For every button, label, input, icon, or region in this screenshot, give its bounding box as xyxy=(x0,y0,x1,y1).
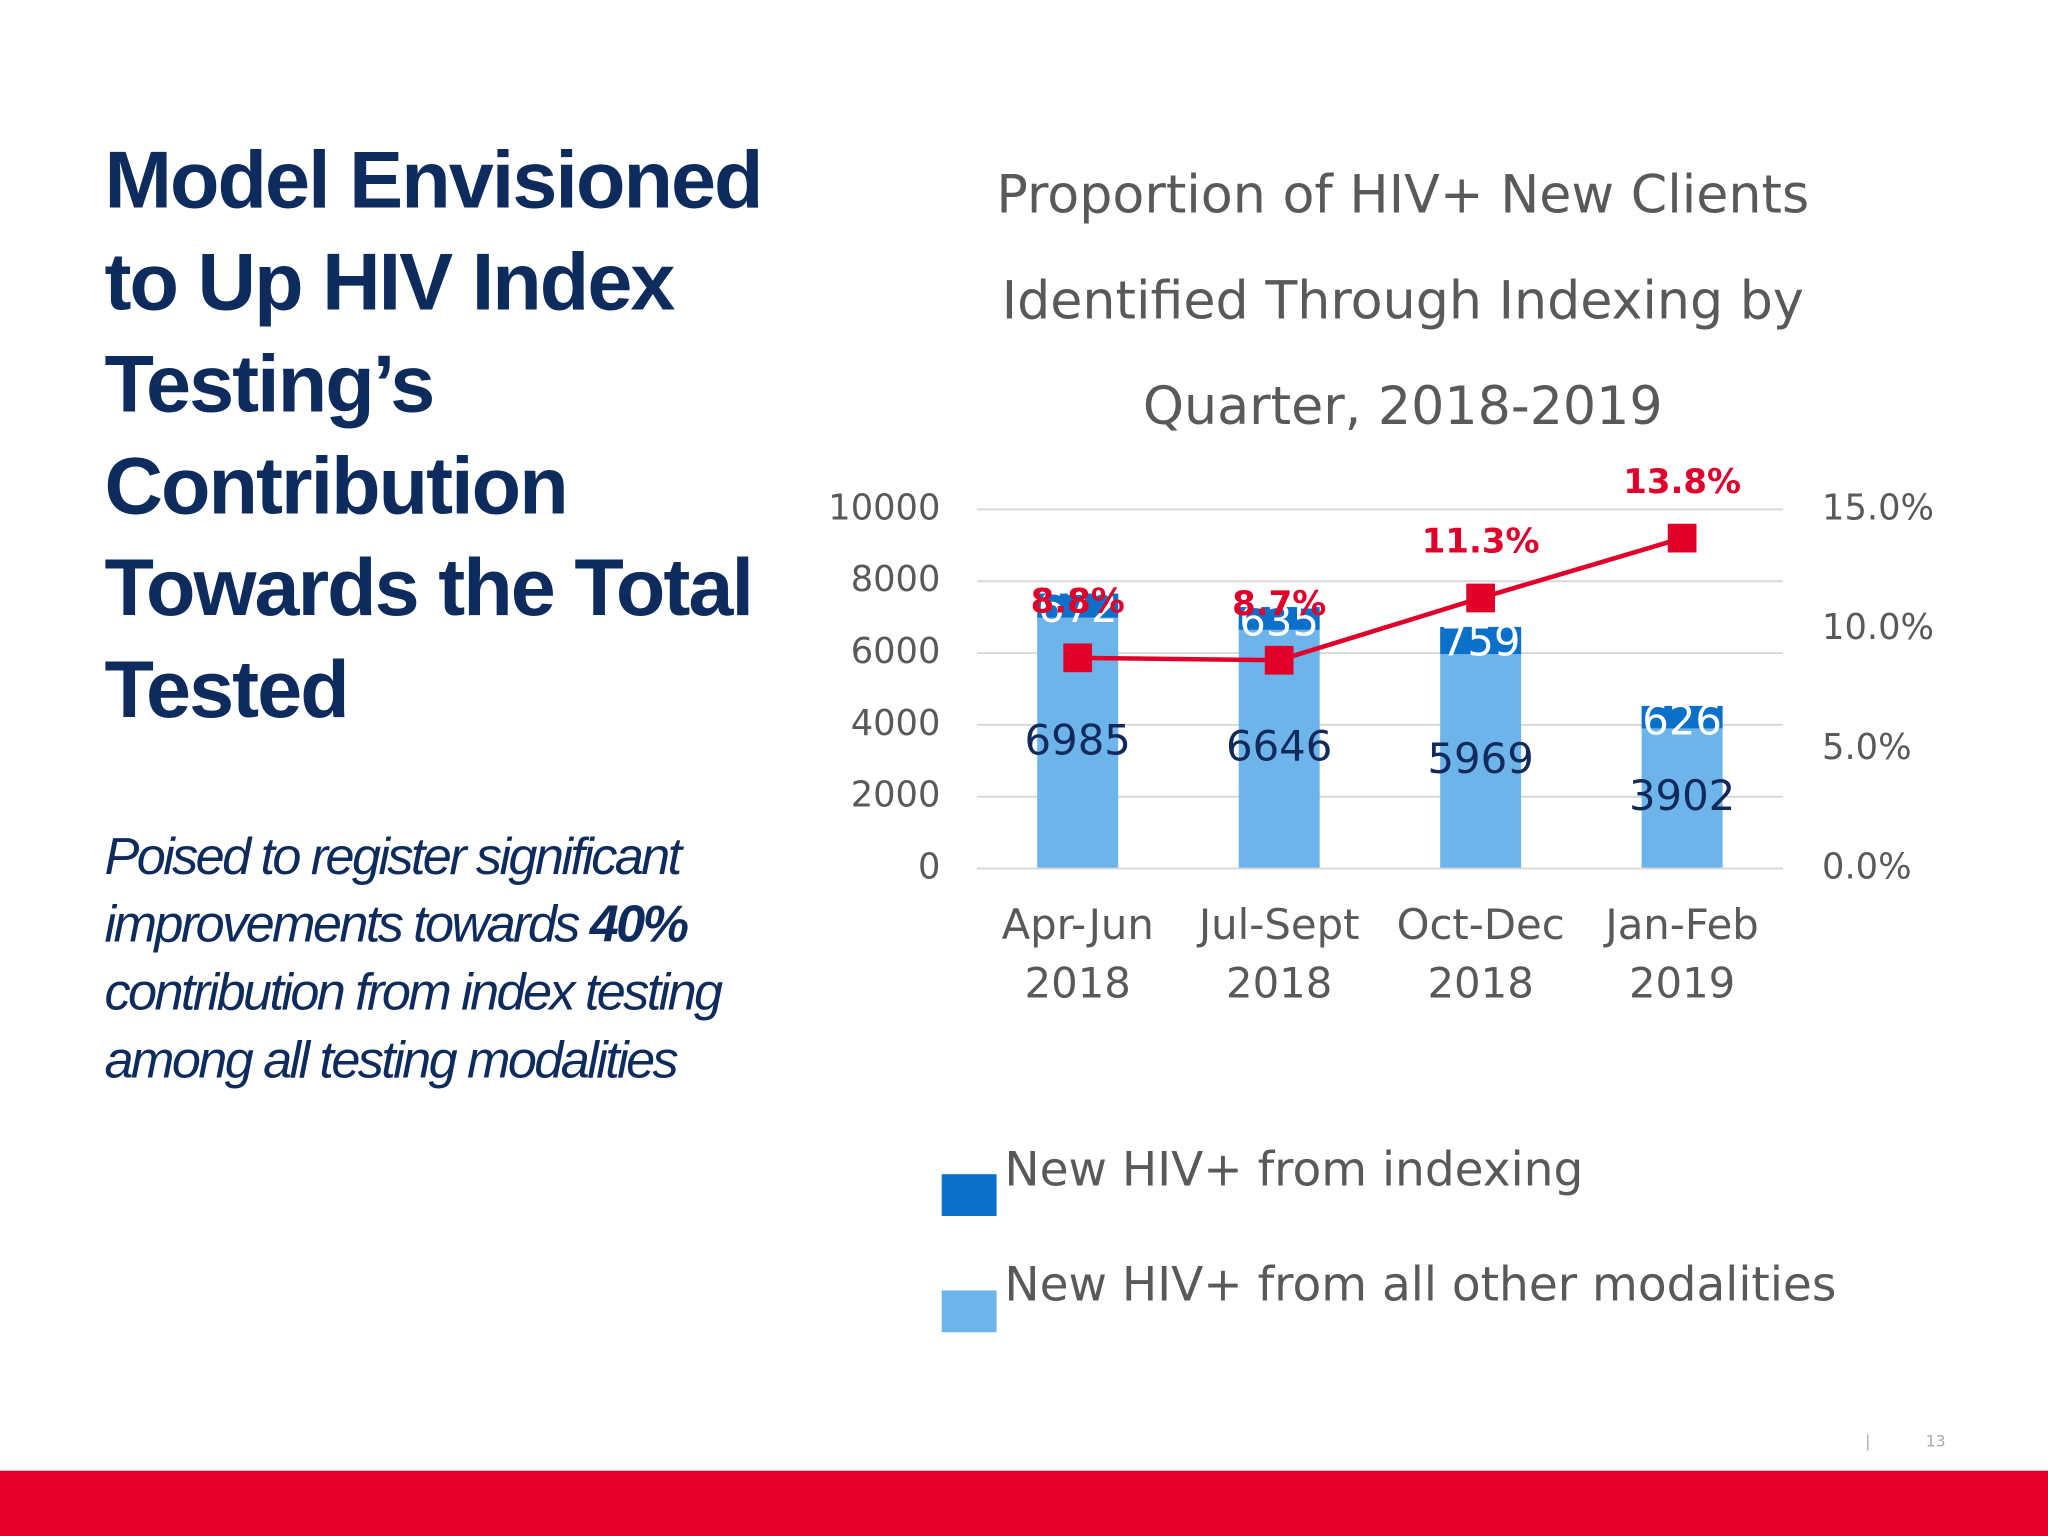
body-text: Poised to register significant improveme… xyxy=(104,828,682,954)
bar xyxy=(1238,607,1320,630)
x-tick-label: Jul-Sept xyxy=(1196,900,1360,949)
data-label: 6646 xyxy=(1226,722,1332,771)
legend-label: New HIV+ from all other modalities xyxy=(1004,1257,1836,1312)
y-tick-label: 0 xyxy=(918,847,940,888)
data-label: 672 xyxy=(1038,583,1118,632)
separator: | xyxy=(1865,1431,1870,1450)
x-tick-label: 2019 xyxy=(1629,959,1735,1008)
line-marker xyxy=(1264,645,1294,675)
line-marker xyxy=(1063,643,1093,673)
line-label: 8.7% xyxy=(1232,584,1326,624)
data-label: 3902 xyxy=(1629,771,1735,820)
title-line: Testing’s xyxy=(104,339,435,430)
line-marker xyxy=(1466,583,1496,613)
x-tick-label: Jan-Feb xyxy=(1602,900,1758,949)
line-marker xyxy=(1667,523,1697,553)
bar xyxy=(1037,593,1119,618)
y-tick-label: 10000 xyxy=(828,487,940,528)
data-label: 626 xyxy=(1642,695,1722,744)
y-tick-label: 6000 xyxy=(851,631,941,672)
line xyxy=(1077,535,1683,663)
chart-title: Identified Through Indexing by xyxy=(1002,271,1804,331)
chart-title: Proportion of HIV+ New Clients xyxy=(996,166,1809,226)
y2-tick-label: 15.0% xyxy=(1822,487,1934,528)
data-label: 5969 xyxy=(1427,734,1533,783)
slide-body: Poised to register significant improveme… xyxy=(104,823,757,1095)
title-line: Contribution xyxy=(104,441,568,532)
line-label: 13.8% xyxy=(1623,462,1741,502)
data-label: 759 xyxy=(1441,616,1521,665)
footer-bar xyxy=(0,1470,2048,1536)
line-label: 8.8% xyxy=(1031,581,1125,621)
title-line: Towards the Total xyxy=(104,543,754,634)
title-line: to Up HIV Index xyxy=(104,237,675,328)
bar xyxy=(1641,705,1723,729)
y2-tick-label: 10.0% xyxy=(1822,607,1934,648)
body-bold: 40% xyxy=(589,895,689,954)
page-number: 13 xyxy=(1926,1431,1946,1450)
x-tick-label: 2018 xyxy=(1427,959,1533,1008)
x-tick-label: Apr-Jun xyxy=(1002,900,1154,949)
bar xyxy=(1641,728,1723,869)
x-tick-label: 2018 xyxy=(1025,959,1131,1008)
legend-label: New HIV+ from indexing xyxy=(1004,1142,1583,1197)
y-tick-label: 2000 xyxy=(851,775,941,816)
x-tick-label: 2018 xyxy=(1226,959,1332,1008)
data-label: 6985 xyxy=(1025,716,1131,765)
chart-title: Quarter, 2018-2019 xyxy=(1143,377,1663,437)
y2-tick-label: 5.0% xyxy=(1822,727,1912,768)
legend-swatch xyxy=(941,1290,997,1333)
data-label: 635 xyxy=(1239,597,1319,646)
y-tick-label: 4000 xyxy=(851,703,941,744)
y2-tick-label: 0.0% xyxy=(1822,847,1912,888)
bar xyxy=(1440,626,1522,655)
y-tick-label: 8000 xyxy=(851,559,941,600)
legend-swatch xyxy=(941,1174,997,1216)
bar xyxy=(1440,654,1522,869)
slide-title: Model Envisioned to Up HIV Index Testing’s… xyxy=(104,131,809,742)
line-label: 11.3% xyxy=(1422,522,1540,562)
title-line: Tested xyxy=(104,645,349,736)
title-line: Model Envisioned xyxy=(104,135,763,226)
x-tick-label: Oct-Dec xyxy=(1397,900,1565,949)
body-text: contribution from index testing among al… xyxy=(104,963,723,1090)
